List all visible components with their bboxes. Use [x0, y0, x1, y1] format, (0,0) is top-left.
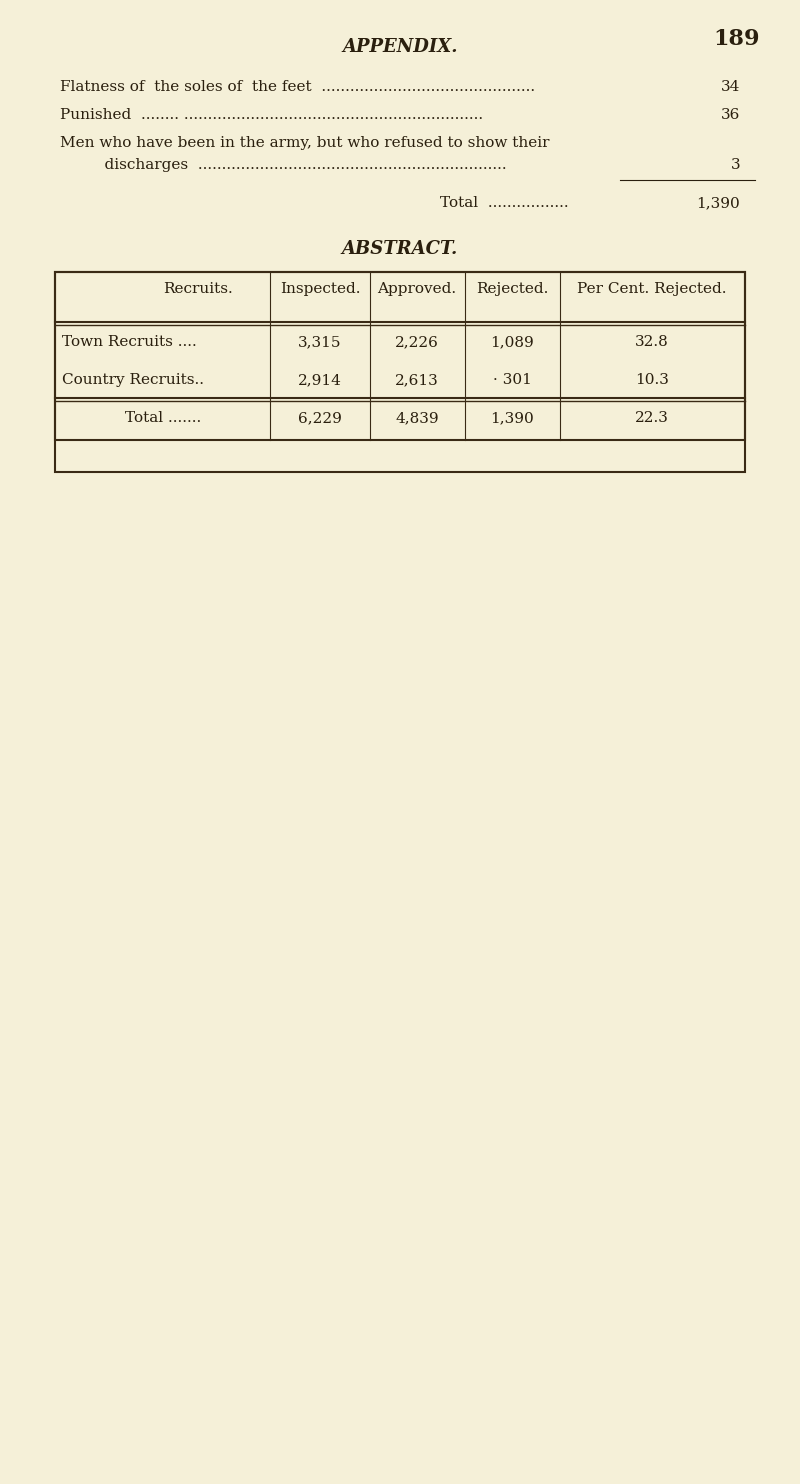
Text: APPENDIX.: APPENDIX.: [342, 39, 458, 56]
Text: Men who have been in the army, but who refused to show their: Men who have been in the army, but who r…: [60, 137, 550, 150]
Text: 189: 189: [714, 28, 760, 50]
Text: Town Recruits ....: Town Recruits ....: [62, 335, 197, 349]
Text: Rejected.: Rejected.: [476, 282, 548, 295]
Text: 6,229: 6,229: [298, 411, 342, 424]
Text: Approved.: Approved.: [378, 282, 457, 295]
Text: Punished  ........ .............................................................: Punished ........ ......................…: [60, 108, 483, 122]
Text: 1,390: 1,390: [490, 411, 534, 424]
Text: 2,226: 2,226: [395, 335, 439, 349]
Text: · 301: · 301: [493, 372, 531, 387]
Text: 2,914: 2,914: [298, 372, 342, 387]
Text: 22.3: 22.3: [635, 411, 669, 424]
Text: 32.8: 32.8: [635, 335, 669, 349]
Text: discharges  .................................................................: discharges .............................…: [85, 157, 506, 172]
Text: Inspected.: Inspected.: [280, 282, 360, 295]
Text: 4,839: 4,839: [395, 411, 439, 424]
Text: Per Cent. Rejected.: Per Cent. Rejected.: [578, 282, 726, 295]
Text: 10.3: 10.3: [635, 372, 669, 387]
Text: 1,089: 1,089: [490, 335, 534, 349]
Text: Total .......: Total .......: [125, 411, 201, 424]
Text: 36: 36: [721, 108, 740, 122]
Text: 34: 34: [721, 80, 740, 93]
Text: 3,315: 3,315: [298, 335, 342, 349]
Text: Total  .................: Total .................: [440, 196, 569, 211]
Text: 1,390: 1,390: [696, 196, 740, 211]
Text: Recruits.: Recruits.: [163, 282, 233, 295]
Text: 2,613: 2,613: [395, 372, 439, 387]
Bar: [55, 272, 745, 439]
Bar: [55, 272, 745, 472]
Text: ABSTRACT.: ABSTRACT.: [342, 240, 458, 258]
Text: Country Recruits..: Country Recruits..: [62, 372, 204, 387]
Text: Flatness of  the soles of  the feet  ...........................................: Flatness of the soles of the feet ......…: [60, 80, 535, 93]
Text: 3: 3: [730, 157, 740, 172]
